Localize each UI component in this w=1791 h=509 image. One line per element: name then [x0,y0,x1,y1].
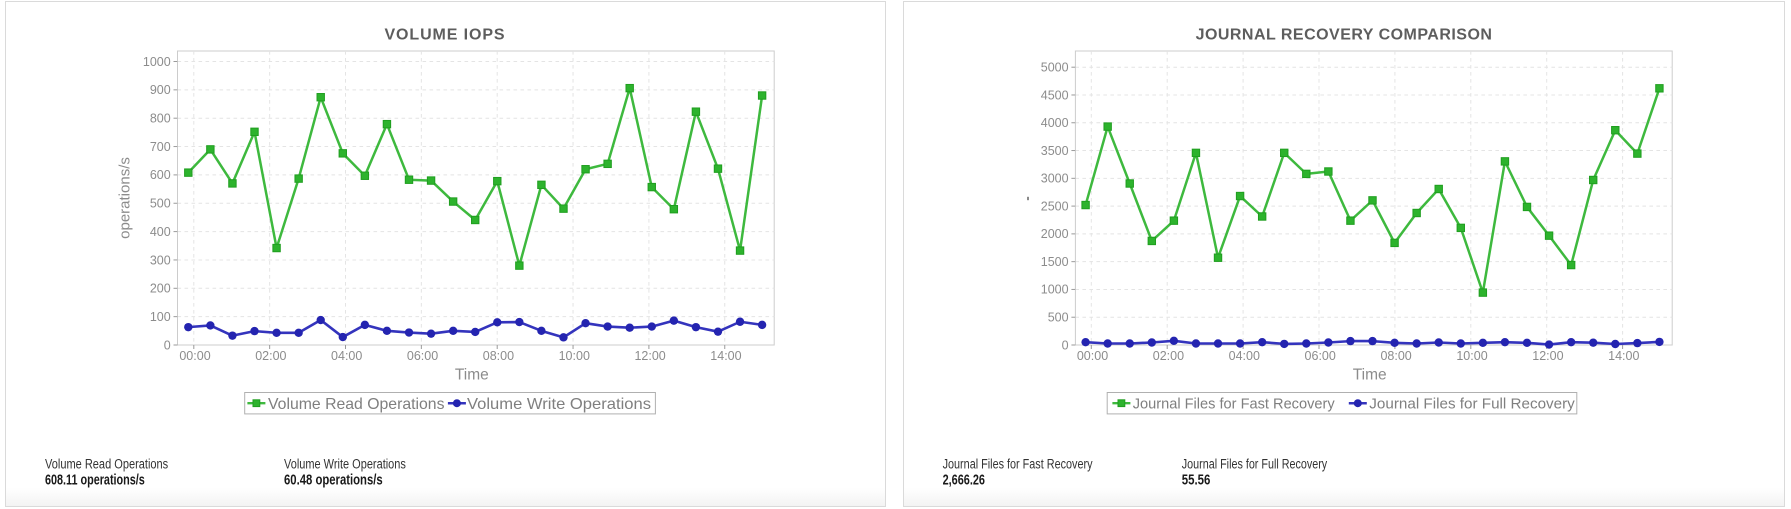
svg-text:400: 400 [150,225,171,239]
svg-text:04:00: 04:00 [1229,349,1260,363]
svg-text:900: 900 [150,83,171,97]
svg-text:Volume Read Operations: Volume Read Operations [45,456,168,471]
svg-text:4000: 4000 [1041,116,1069,130]
svg-text:VOLUME IOPS: VOLUME IOPS [384,27,505,44]
svg-text:600: 600 [150,168,171,182]
svg-text:1500: 1500 [1041,255,1069,269]
svg-text:200: 200 [150,282,171,296]
svg-text:Volume Read Operations: Volume Read Operations [268,396,445,413]
svg-text:Journal Files for Full Recover: Journal Files for Full Recovery [1182,456,1328,471]
svg-text:06:00: 06:00 [407,349,438,363]
svg-text:12:00: 12:00 [634,349,665,363]
svg-text:1000: 1000 [1041,283,1069,297]
svg-text:Journal Files for Fast Recover: Journal Files for Fast Recovery [943,456,1093,471]
svg-text:300: 300 [150,253,171,267]
svg-text:10:00: 10:00 [559,349,590,363]
svg-text:Journal Files for Full Recover: Journal Files for Full Recovery [1369,396,1575,413]
svg-text:JOURNAL RECOVERY COMPARISON: JOURNAL RECOVERY COMPARISON [1196,27,1493,44]
svg-text:1000: 1000 [143,55,171,69]
svg-text:14:00: 14:00 [1608,349,1639,363]
svg-text:04:00: 04:00 [331,349,362,363]
svg-text:55.56: 55.56 [1182,471,1211,488]
svg-text:operations/s: operations/s [117,157,134,239]
svg-text:4500: 4500 [1041,88,1069,102]
svg-text:2000: 2000 [1041,227,1069,241]
svg-text:500: 500 [150,197,171,211]
svg-text:Time: Time [1353,366,1387,383]
svg-text:800: 800 [150,112,171,126]
svg-text:0: 0 [164,338,171,352]
svg-text:Journal Files for Fast Recover: Journal Files for Fast Recovery [1133,396,1335,413]
svg-text:06:00: 06:00 [1305,349,1336,363]
svg-text:608.11 operations/s: 608.11 operations/s [45,471,145,488]
svg-text:08:00: 08:00 [1380,349,1411,363]
svg-text:00:00: 00:00 [1077,349,1108,363]
svg-text:0: 0 [1062,338,1069,352]
svg-text:Volume Write Operations: Volume Write Operations [284,456,406,471]
svg-text:00:00: 00:00 [179,349,210,363]
svg-text:3500: 3500 [1041,144,1069,158]
svg-text:2500: 2500 [1041,199,1069,213]
svg-text:500: 500 [1048,311,1069,325]
svg-text:10:00: 10:00 [1456,349,1487,363]
svg-text:3000: 3000 [1041,172,1069,186]
svg-text:08:00: 08:00 [483,349,514,363]
svg-text:12:00: 12:00 [1532,349,1563,363]
svg-text:60.48 operations/s: 60.48 operations/s [284,471,383,488]
svg-text:Volume Write Operations: Volume Write Operations [467,396,651,413]
svg-text:02:00: 02:00 [255,349,286,363]
svg-text:700: 700 [150,140,171,154]
svg-text:Time: Time [455,366,489,383]
svg-text:5000: 5000 [1041,61,1069,75]
svg-text:2,666.26: 2,666.26 [943,471,985,488]
svg-text:14:00: 14:00 [710,349,741,363]
svg-text:02:00: 02:00 [1153,349,1184,363]
svg-text:100: 100 [150,310,171,324]
